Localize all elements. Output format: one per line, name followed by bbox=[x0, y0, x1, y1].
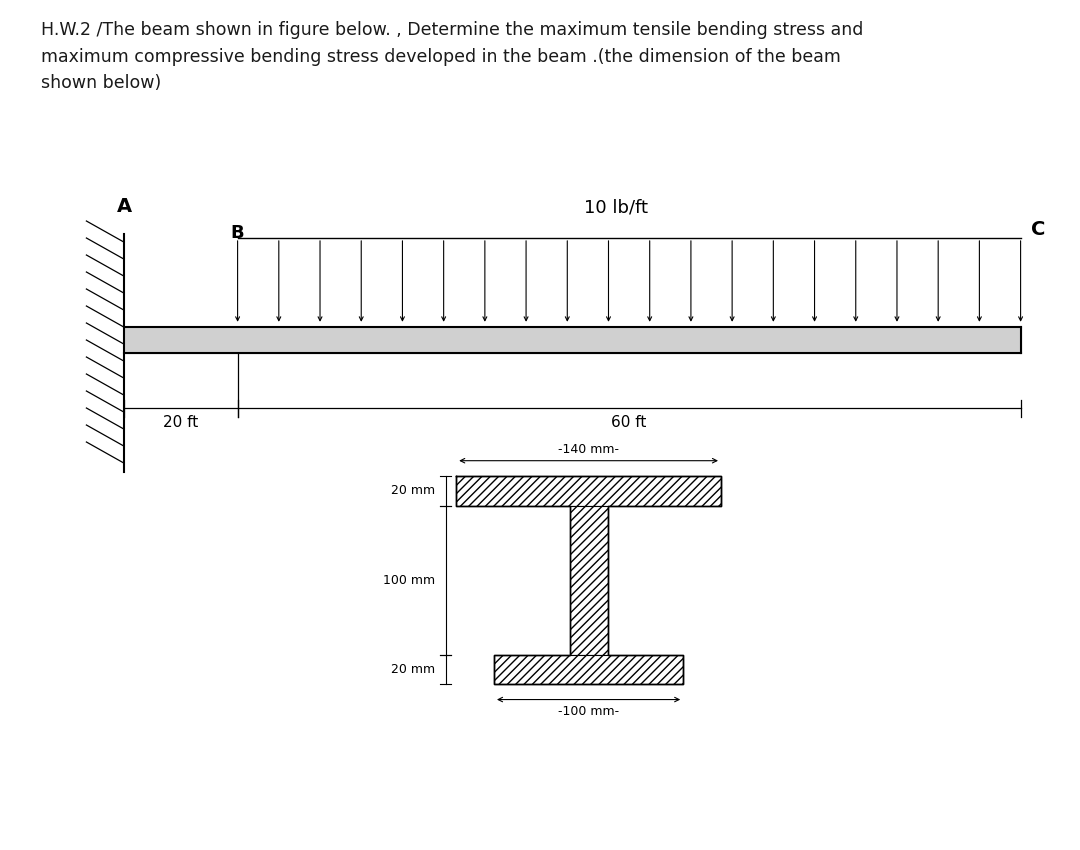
Polygon shape bbox=[607, 506, 721, 654]
Text: 60 ft: 60 ft bbox=[611, 415, 647, 430]
Text: B: B bbox=[231, 224, 244, 242]
Text: 10 lb/ft: 10 lb/ft bbox=[583, 199, 648, 217]
Polygon shape bbox=[495, 654, 684, 684]
Text: C: C bbox=[1031, 220, 1045, 240]
Text: 100 mm: 100 mm bbox=[382, 574, 435, 586]
Text: 20 mm: 20 mm bbox=[391, 484, 435, 497]
Text: 20 ft: 20 ft bbox=[163, 415, 199, 430]
Polygon shape bbox=[457, 476, 721, 506]
Text: A: A bbox=[117, 197, 132, 217]
Text: -100 mm-: -100 mm- bbox=[558, 705, 619, 717]
Text: 20 mm: 20 mm bbox=[391, 663, 435, 676]
Text: H.W.2 /The beam shown in figure below. , Determine the maximum tensile bending s: H.W.2 /The beam shown in figure below. ,… bbox=[41, 21, 863, 92]
Text: -140 mm-: -140 mm- bbox=[558, 443, 619, 456]
Polygon shape bbox=[457, 506, 570, 654]
Polygon shape bbox=[570, 506, 607, 654]
